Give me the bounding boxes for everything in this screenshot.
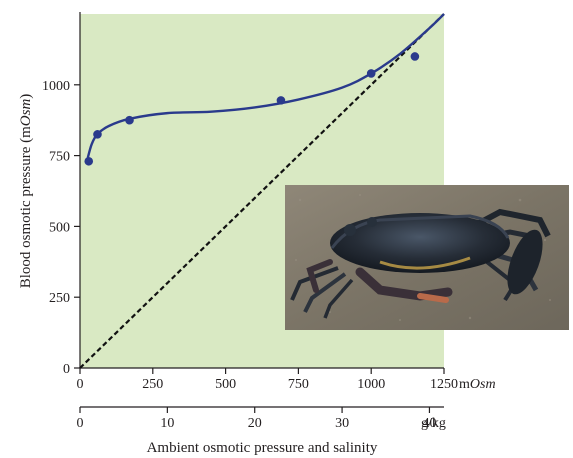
data-point xyxy=(410,52,420,61)
salinity-tick-label: 0 xyxy=(77,416,84,431)
y-axis-title: Blood osmotic pressure (mOsm) xyxy=(18,94,34,289)
x-tick-label: 250 xyxy=(142,377,163,392)
x-unit-label: mOsm xyxy=(459,377,496,392)
x-axis-title: Ambient osmotic pressure and salinity xyxy=(147,440,378,456)
salinity-tick-label: 40 xyxy=(422,416,436,431)
data-point xyxy=(93,130,102,139)
x-tick-label: 750 xyxy=(288,377,309,392)
salinity-tick-label: 30 xyxy=(335,416,349,431)
x-tick-label: 500 xyxy=(215,377,236,392)
data-points xyxy=(84,52,420,166)
x-tick-label: 1250 xyxy=(430,377,458,392)
y-tick-label: 750 xyxy=(49,150,70,165)
x-tick-label: 0 xyxy=(77,377,84,392)
salinity-tick-label: 10 xyxy=(160,416,174,431)
data-point xyxy=(366,69,376,78)
axes xyxy=(79,12,444,408)
salinity-tick-label: 20 xyxy=(248,416,262,431)
data-point xyxy=(84,156,94,166)
y-tick-label: 0 xyxy=(63,362,70,377)
salinity-unit-label: g/kg xyxy=(421,416,446,431)
crab-photo xyxy=(285,185,569,330)
tick-marks: 0 250 500 750 1000 0 250 500 750 1000 1250 0 10 20 30 4… xyxy=(42,79,458,431)
reference-line xyxy=(79,13,445,369)
data-point xyxy=(125,115,134,125)
x-tick-label: 1000 xyxy=(357,377,385,392)
y-tick-label: 500 xyxy=(49,220,70,235)
y-tick-label: 250 xyxy=(49,291,70,306)
y-tick-label: 1000 xyxy=(42,79,70,94)
data-point xyxy=(276,96,286,105)
